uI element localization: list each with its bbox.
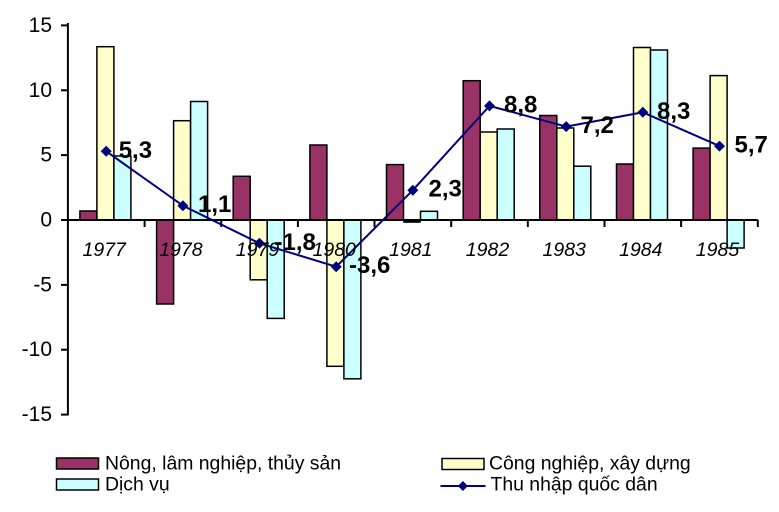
svg-text:1977: 1977 bbox=[83, 239, 128, 261]
svg-text:-1,8: -1,8 bbox=[275, 229, 316, 256]
svg-text:2,3: 2,3 bbox=[429, 176, 462, 203]
svg-text:Nông, lâm nghiệp, thủy sản: Nông, lâm nghiệp, thủy sản bbox=[105, 453, 341, 475]
svg-text:5,7: 5,7 bbox=[735, 132, 768, 159]
svg-text:1985: 1985 bbox=[696, 239, 740, 261]
svg-text:Dịch vụ: Dịch vụ bbox=[105, 474, 170, 496]
svg-text:8,3: 8,3 bbox=[657, 98, 690, 125]
svg-text:1,1: 1,1 bbox=[198, 191, 231, 218]
svg-text:1980: 1980 bbox=[313, 239, 357, 261]
svg-text:1982: 1982 bbox=[466, 239, 510, 261]
svg-text:-15: -15 bbox=[22, 403, 52, 426]
svg-text:5: 5 bbox=[40, 144, 52, 167]
svg-text:-10: -10 bbox=[22, 338, 52, 361]
svg-text:7,2: 7,2 bbox=[581, 112, 614, 139]
svg-text:1983: 1983 bbox=[543, 239, 587, 261]
svg-text:Công nghiệp, xây dựng: Công nghiệp, xây dựng bbox=[489, 453, 691, 475]
svg-text:0: 0 bbox=[40, 209, 52, 232]
svg-text:1978: 1978 bbox=[159, 239, 203, 261]
svg-text:10: 10 bbox=[29, 79, 52, 102]
svg-text:15: 15 bbox=[29, 14, 52, 37]
svg-text:-5: -5 bbox=[33, 273, 52, 296]
svg-text:Thu nhập quốc dân: Thu nhập quốc dân bbox=[491, 474, 658, 496]
svg-text:-3,6: -3,6 bbox=[349, 252, 390, 279]
svg-text:1984: 1984 bbox=[619, 239, 663, 261]
svg-text:8,8: 8,8 bbox=[504, 91, 537, 118]
svg-text:1979: 1979 bbox=[236, 239, 280, 261]
svg-text:5,3: 5,3 bbox=[119, 137, 152, 164]
svg-text:1981: 1981 bbox=[389, 239, 432, 261]
